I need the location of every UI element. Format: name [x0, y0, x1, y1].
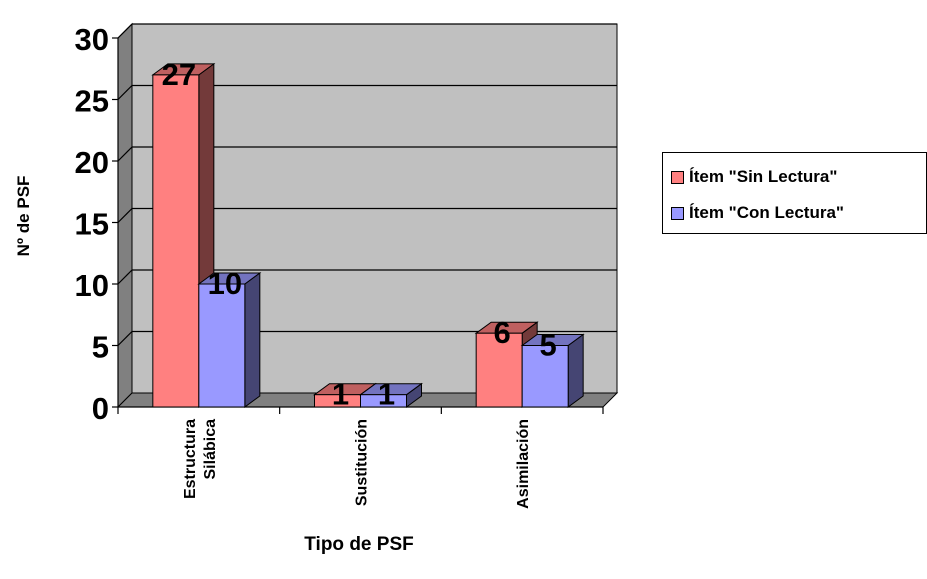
bars: [151, 62, 585, 408]
y-tick-labels: 0 5 10 15 20 25 30: [75, 22, 109, 426]
legend-swatch-sin-lectura: [671, 170, 684, 184]
x-category-label: Estructura Silábica: [182, 419, 219, 499]
bar-side: [244, 272, 261, 408]
x-category-label-line: Sustitución: [354, 419, 371, 506]
y-axis-title: Nº de PSF: [14, 176, 33, 257]
data-label: 1: [332, 377, 349, 412]
x-category-label-line: Asimilación: [515, 419, 532, 509]
gridline-depth: [117, 331, 133, 346]
data-label: 6: [494, 315, 511, 350]
y-tick-label: 10: [75, 268, 109, 303]
legend: Ítem "Sin Lectura" Ítem "Con Lectura": [662, 152, 927, 234]
bar: [360, 394, 407, 408]
bar: [198, 283, 246, 408]
x-category-label-line: Silábica: [202, 419, 219, 480]
data-label: 27: [162, 57, 196, 92]
data-label: 5: [540, 328, 557, 363]
bar: [475, 332, 523, 408]
x-axis-title: Tipo de PSF: [304, 534, 413, 555]
gridline-depth: [117, 208, 133, 223]
legend-label-con-lectura: Ítem "Con Lectura": [689, 203, 844, 222]
legend-item-con-lectura: Ítem "Con Lectura": [671, 203, 844, 223]
legend-label-sin-lectura: Ítem "Sin Lectura": [689, 167, 838, 186]
y-tick-label: 30: [75, 22, 109, 57]
x-category-label: Asimilación: [515, 419, 532, 509]
y-tick-label: 0: [92, 391, 109, 426]
x-category-label-line: Estructura: [182, 419, 199, 499]
bar: [152, 74, 200, 408]
legend-item-sin-lectura: Ítem "Sin Lectura": [671, 167, 837, 187]
legend-swatch-con-lectura: [671, 206, 684, 220]
y-tick-label: 15: [75, 207, 109, 242]
data-label: 10: [208, 266, 242, 301]
gridline-depth: [117, 85, 133, 100]
gridline-depth: [117, 23, 133, 39]
gridline-depth: [117, 269, 133, 285]
y-tick-label: 25: [75, 84, 109, 119]
bar: [521, 345, 569, 408]
y-tick-label: 20: [75, 145, 109, 180]
bar-side: [567, 333, 584, 408]
data-labels: 27 10 1 1 6 5: [162, 57, 557, 412]
gridline-depth: [117, 146, 133, 162]
y-tick-label: 5: [92, 330, 109, 365]
x-category-labels: Estructura Silábica Sustitución Asimilación: [182, 419, 532, 509]
data-label: 1: [378, 377, 395, 412]
x-category-label: Sustitución: [354, 419, 371, 506]
